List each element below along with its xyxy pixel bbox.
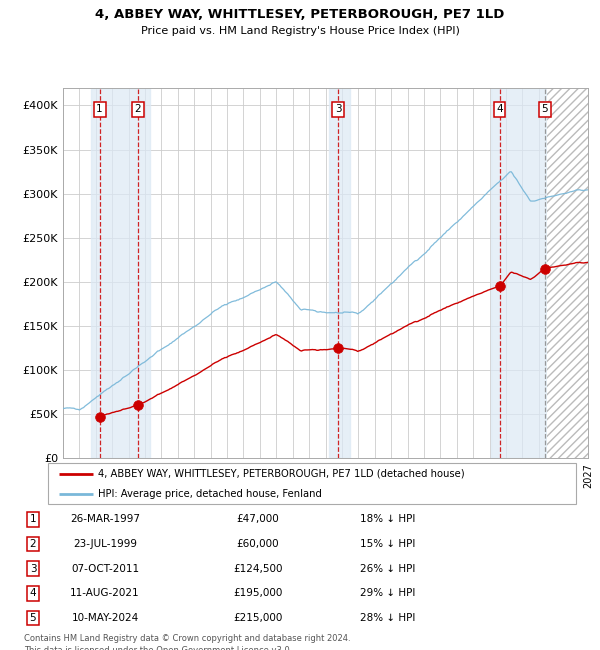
- Text: 11-AUG-2021: 11-AUG-2021: [70, 588, 140, 599]
- Text: £47,000: £47,000: [236, 514, 280, 525]
- FancyBboxPatch shape: [48, 463, 576, 504]
- Text: 4: 4: [496, 105, 503, 114]
- Text: 26-MAR-1997: 26-MAR-1997: [70, 514, 140, 525]
- Bar: [91, 88, 150, 458]
- Text: 26% ↓ HPI: 26% ↓ HPI: [360, 564, 415, 574]
- Text: £215,000: £215,000: [233, 613, 283, 623]
- Text: 3: 3: [29, 564, 37, 574]
- Text: 4, ABBEY WAY, WHITTLESEY, PETERBOROUGH, PE7 1LD (detached house): 4, ABBEY WAY, WHITTLESEY, PETERBOROUGH, …: [98, 469, 465, 478]
- Text: 5: 5: [541, 105, 548, 114]
- Bar: [547, 88, 588, 458]
- Text: 1: 1: [96, 105, 103, 114]
- Text: 3: 3: [335, 105, 341, 114]
- Text: £60,000: £60,000: [236, 539, 280, 549]
- Bar: [547, 88, 588, 458]
- Text: HPI: Average price, detached house, Fenland: HPI: Average price, detached house, Fenl…: [98, 489, 322, 499]
- Text: 10-MAY-2024: 10-MAY-2024: [71, 613, 139, 623]
- Text: 1: 1: [29, 514, 37, 525]
- Text: £195,000: £195,000: [233, 588, 283, 599]
- Text: 28% ↓ HPI: 28% ↓ HPI: [360, 613, 415, 623]
- Text: Price paid vs. HM Land Registry's House Price Index (HPI): Price paid vs. HM Land Registry's House …: [140, 26, 460, 36]
- Text: Contains HM Land Registry data © Crown copyright and database right 2024.
This d: Contains HM Land Registry data © Crown c…: [24, 634, 350, 650]
- Text: 5: 5: [29, 613, 37, 623]
- Text: 18% ↓ HPI: 18% ↓ HPI: [360, 514, 415, 525]
- Text: 15% ↓ HPI: 15% ↓ HPI: [360, 539, 415, 549]
- Text: 4: 4: [29, 588, 37, 599]
- Text: 2: 2: [134, 105, 141, 114]
- Text: 07-OCT-2011: 07-OCT-2011: [71, 564, 139, 574]
- Text: 2: 2: [29, 539, 37, 549]
- Text: 29% ↓ HPI: 29% ↓ HPI: [360, 588, 415, 599]
- Bar: [491, 88, 547, 458]
- Text: 4, ABBEY WAY, WHITTLESEY, PETERBOROUGH, PE7 1LD: 4, ABBEY WAY, WHITTLESEY, PETERBOROUGH, …: [95, 8, 505, 21]
- Bar: [329, 88, 350, 458]
- Text: £124,500: £124,500: [233, 564, 283, 574]
- Text: 23-JUL-1999: 23-JUL-1999: [73, 539, 137, 549]
